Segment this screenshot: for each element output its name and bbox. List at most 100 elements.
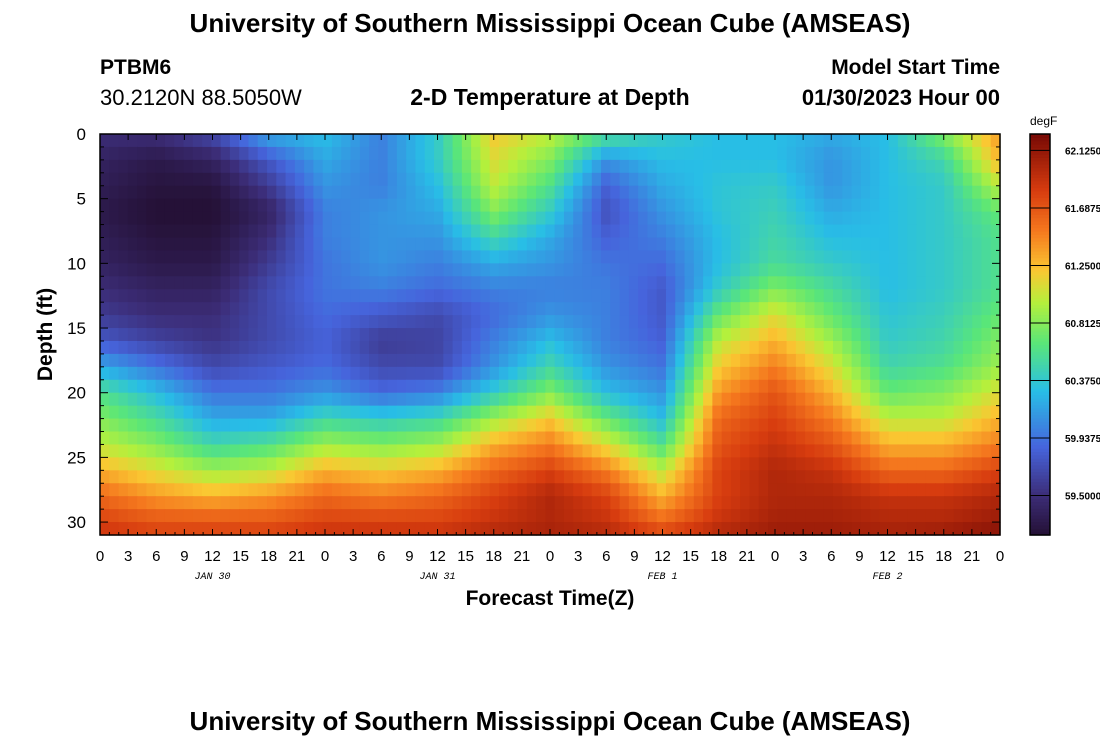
heatmap-cell bbox=[888, 250, 899, 264]
heatmap-cell bbox=[508, 276, 519, 290]
heatmap-cell bbox=[907, 405, 918, 420]
heatmap-cell bbox=[396, 315, 407, 329]
heatmap-cell bbox=[341, 522, 352, 536]
heatmap-cell bbox=[471, 250, 482, 264]
heatmap-cell bbox=[183, 457, 194, 471]
heatmap-cell bbox=[378, 496, 389, 510]
heatmap-cell bbox=[378, 198, 389, 213]
heatmap-cell bbox=[526, 366, 537, 381]
heatmap-cell bbox=[879, 134, 890, 148]
heatmap-cell bbox=[517, 315, 528, 329]
colorbar-swatch bbox=[1030, 384, 1050, 389]
heatmap-cell bbox=[461, 224, 472, 239]
heatmap-cell bbox=[907, 289, 918, 303]
colorbar-swatch bbox=[1030, 227, 1050, 232]
heatmap-cell bbox=[990, 353, 1001, 368]
heatmap-cell bbox=[350, 483, 361, 497]
heatmap-cell bbox=[202, 328, 212, 342]
heatmap-cell bbox=[257, 379, 268, 394]
heatmap-cell bbox=[359, 237, 370, 252]
heatmap-cell bbox=[684, 353, 695, 368]
heatmap-cell bbox=[155, 185, 166, 200]
heatmap-cell bbox=[888, 172, 899, 187]
heatmap-cell bbox=[452, 496, 463, 510]
heatmap-cell bbox=[832, 172, 843, 187]
heatmap-cell bbox=[582, 522, 593, 536]
heatmap-cell bbox=[870, 431, 880, 446]
heatmap-cell bbox=[526, 211, 537, 226]
heatmap-cell bbox=[730, 159, 741, 174]
heatmap-cell bbox=[962, 134, 973, 148]
heatmap-cell bbox=[805, 172, 816, 187]
heatmap-cell bbox=[601, 289, 611, 303]
heatmap-cell bbox=[749, 444, 760, 458]
heatmap-cell bbox=[257, 496, 268, 510]
heatmap-cell bbox=[174, 457, 185, 471]
heatmap-cell bbox=[174, 250, 185, 264]
heatmap-cell bbox=[758, 289, 769, 303]
heatmap-cell bbox=[582, 496, 593, 510]
heatmap-cell bbox=[350, 263, 361, 277]
heatmap-cell bbox=[498, 509, 509, 523]
colorbar-swatch bbox=[1030, 464, 1050, 469]
heatmap-cell bbox=[359, 392, 370, 407]
heatmap-cell bbox=[267, 224, 277, 239]
heatmap-cell bbox=[359, 353, 370, 368]
heatmap-cell bbox=[675, 263, 686, 277]
heatmap-cell bbox=[517, 302, 528, 316]
heatmap-cell bbox=[257, 457, 268, 471]
heatmap-cell bbox=[220, 211, 231, 226]
heatmap-cell bbox=[721, 353, 732, 368]
heatmap-cell bbox=[100, 250, 110, 264]
heatmap-cell bbox=[573, 496, 584, 510]
heatmap-cell bbox=[758, 444, 769, 458]
heatmap-cell bbox=[415, 353, 426, 368]
heatmap-cell bbox=[832, 159, 843, 174]
colorbar-swatch bbox=[1030, 144, 1050, 148]
heatmap-cell bbox=[638, 509, 649, 523]
heatmap-cell bbox=[554, 379, 565, 394]
heatmap-cell bbox=[619, 353, 630, 368]
heatmap-cell bbox=[563, 366, 574, 381]
heatmap-cell bbox=[443, 276, 454, 290]
heatmap-cell bbox=[777, 159, 788, 174]
heatmap-cell bbox=[563, 379, 574, 394]
heatmap-cell bbox=[508, 392, 519, 407]
heatmap-cell bbox=[480, 522, 491, 536]
heatmap-cell bbox=[907, 146, 918, 161]
heatmap-cell bbox=[962, 172, 973, 187]
heatmap-cell bbox=[229, 431, 240, 446]
heatmap-cell bbox=[916, 483, 927, 497]
heatmap-cell bbox=[267, 366, 277, 381]
heatmap-cell bbox=[842, 302, 853, 316]
heatmap-cell bbox=[786, 496, 797, 510]
heatmap-cell bbox=[749, 211, 760, 226]
heatmap-cell bbox=[730, 366, 741, 381]
heatmap-cell bbox=[137, 353, 147, 368]
heatmap-cell bbox=[805, 250, 816, 264]
heatmap-cell bbox=[610, 353, 621, 368]
heatmap-cell bbox=[536, 185, 546, 200]
heatmap-cell bbox=[814, 418, 825, 433]
heatmap-cell bbox=[545, 146, 556, 161]
heatmap-cell bbox=[341, 134, 352, 148]
heatmap-cell bbox=[563, 522, 574, 536]
heatmap-cell bbox=[805, 366, 816, 381]
heatmap-cell bbox=[554, 211, 565, 226]
heatmap-cell bbox=[183, 392, 194, 407]
heatmap-cell bbox=[276, 276, 287, 290]
heatmap-cell bbox=[304, 224, 314, 239]
heatmap-cell bbox=[851, 211, 862, 226]
heatmap-cell bbox=[313, 328, 324, 342]
heatmap-cell bbox=[962, 159, 973, 174]
heatmap-cell bbox=[740, 276, 751, 290]
heatmap-cell bbox=[285, 418, 296, 433]
heatmap-cell bbox=[313, 146, 324, 161]
heatmap-cell bbox=[703, 172, 713, 187]
heatmap-cell bbox=[331, 483, 342, 497]
heatmap-cell bbox=[832, 340, 843, 355]
heatmap-cell bbox=[118, 172, 129, 187]
heatmap-cell bbox=[415, 211, 426, 226]
heatmap-cell bbox=[202, 276, 212, 290]
heatmap-cell bbox=[795, 444, 806, 458]
